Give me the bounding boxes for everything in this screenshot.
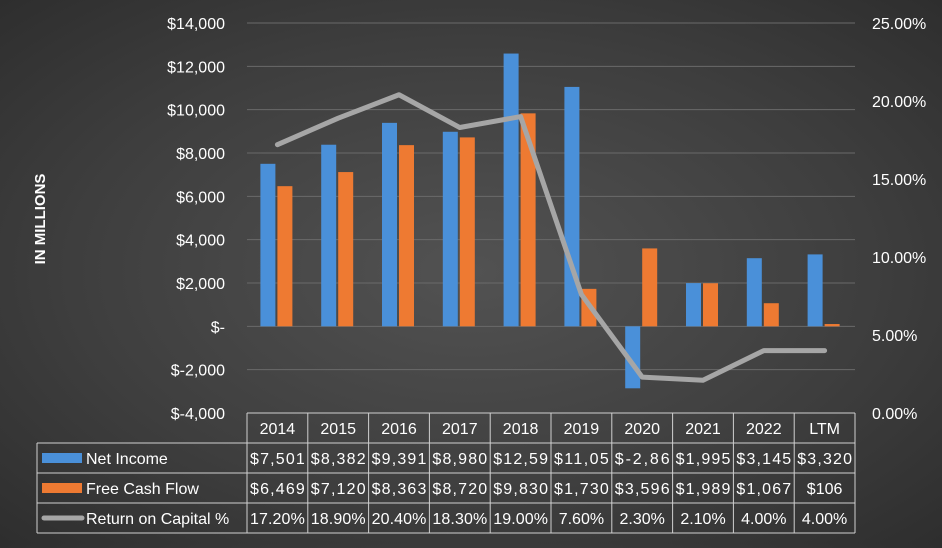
- table-cell: $3,145: [736, 451, 791, 468]
- x-tick-label: LTM: [809, 421, 840, 438]
- table-cell: 19.00%: [493, 511, 548, 528]
- table-cell: $106: [807, 481, 843, 498]
- table-cell: $3,596: [615, 481, 670, 498]
- table-cell: $12,59: [493, 451, 548, 468]
- table-cell: $8,382: [311, 451, 366, 468]
- x-tick-label: 2021: [685, 421, 721, 438]
- table-cell: 17.20%: [250, 511, 305, 528]
- y-tick-label: $10,000: [167, 103, 225, 120]
- x-tick-label: 2020: [624, 421, 660, 438]
- table-cell: 2.30%: [620, 511, 665, 528]
- y-tick-label: $2,000: [176, 276, 225, 293]
- table-cell: 4.00%: [802, 511, 847, 528]
- table-cell: 18.30%: [432, 511, 487, 528]
- bar-free-cash-flow-2021: [703, 283, 718, 326]
- bar-free-cash-flow-2017: [460, 137, 475, 326]
- table-cell: $3,320: [797, 451, 852, 468]
- table-cell: $1,995: [676, 451, 731, 468]
- table-cell: $9,830: [493, 481, 548, 498]
- table-cell: $8,980: [432, 451, 487, 468]
- y-tick-label: $-4,000: [171, 406, 225, 423]
- bar-net-income-2016: [382, 123, 397, 326]
- bar-net-income-2015: [321, 145, 336, 327]
- table-cell: $6,469: [250, 481, 305, 498]
- table-cell: $8,363: [372, 481, 427, 498]
- table-cell: $7,120: [311, 481, 366, 498]
- y2-tick-label: 25.00%: [872, 16, 926, 33]
- table-cell: $11,05: [554, 451, 609, 468]
- bar-net-income-2018: [504, 54, 519, 327]
- bar-free-cash-flow-2020: [642, 248, 657, 326]
- legend-label: Return on Capital %: [86, 511, 229, 528]
- table-cell: $1,067: [736, 481, 791, 498]
- y-tick-label: $4,000: [176, 233, 225, 250]
- y-tick-label: $12,000: [167, 59, 225, 76]
- y-tick-label: $6,000: [176, 189, 225, 206]
- y-tick-label: $-2,000: [171, 363, 225, 380]
- table-cell: 2.10%: [680, 511, 725, 528]
- legend-label: Free Cash Flow: [86, 481, 199, 498]
- x-tick-label: 2019: [564, 421, 600, 438]
- bar-free-cash-flow-ltm: [825, 324, 840, 326]
- x-tick-label: 2016: [381, 421, 417, 438]
- bar-net-income-2021: [686, 283, 701, 326]
- bar-free-cash-flow-2015: [338, 172, 353, 326]
- y-axis-title: IN MILLIONS: [32, 174, 49, 265]
- legend-label: Net Income: [86, 451, 168, 468]
- table-cell: $7,501: [250, 451, 305, 468]
- bar-net-income-2022: [747, 258, 762, 326]
- legend-key-net-income: [42, 453, 82, 463]
- line-return-on-capital: [277, 95, 824, 380]
- y2-tick-label: 20.00%: [872, 94, 926, 111]
- table-cell: 4.00%: [741, 511, 786, 528]
- y-tick-label: $-: [211, 319, 225, 336]
- table-cell: $1,989: [676, 481, 731, 498]
- bar-net-income-2017: [443, 132, 458, 327]
- x-tick-label: 2015: [320, 421, 356, 438]
- table-cell: $1,730: [554, 481, 609, 498]
- table-cell: $9,391: [372, 451, 427, 468]
- y2-tick-label: 0.00%: [872, 406, 917, 423]
- y2-tick-label: 15.00%: [872, 172, 926, 189]
- bar-free-cash-flow-2016: [399, 145, 414, 326]
- table-cell: $-2,86: [615, 451, 670, 468]
- bar-free-cash-flow-2014: [277, 186, 292, 326]
- bar-net-income-2019: [564, 87, 579, 326]
- bar-net-income-2014: [260, 164, 275, 327]
- x-tick-label: 2018: [503, 421, 539, 438]
- table-cell: $8,720: [432, 481, 487, 498]
- y2-tick-label: 5.00%: [872, 328, 917, 345]
- table-cell: 20.40%: [372, 511, 427, 528]
- y-tick-label: $8,000: [176, 146, 225, 163]
- table-cell: 7.60%: [559, 511, 604, 528]
- bar-free-cash-flow-2022: [764, 303, 779, 326]
- y-tick-label: $14,000: [167, 16, 225, 33]
- table-cell: 18.90%: [311, 511, 366, 528]
- y2-tick-label: 10.00%: [872, 250, 926, 267]
- legend-key-free-cash-flow: [42, 483, 82, 493]
- bar-net-income-ltm: [808, 254, 823, 326]
- x-tick-label: 2022: [746, 421, 782, 438]
- x-tick-label: 2014: [260, 421, 296, 438]
- x-tick-label: 2017: [442, 421, 478, 438]
